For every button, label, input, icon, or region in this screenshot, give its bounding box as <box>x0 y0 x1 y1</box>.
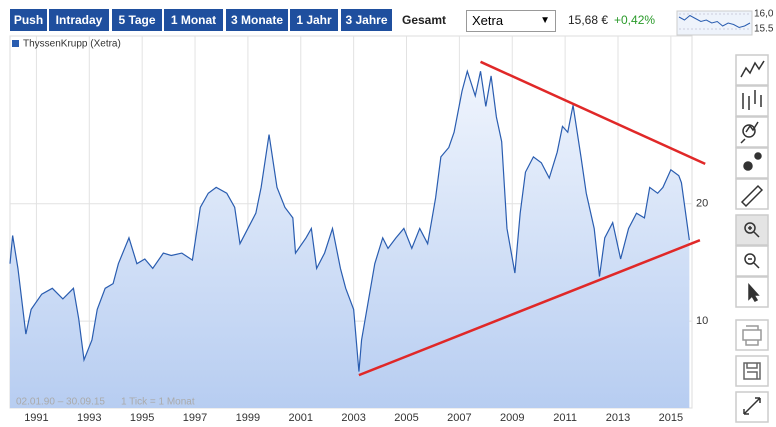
icon <box>742 124 756 138</box>
icon <box>743 161 753 171</box>
icon <box>748 258 760 269</box>
icon <box>743 362 761 380</box>
x-tick-label: 2003 <box>341 412 365 424</box>
tool-fullscreen[interactable] <box>735 391 769 423</box>
tool-zoom-in[interactable] <box>735 214 769 246</box>
range-button[interactable]: 1 Monat <box>164 9 223 31</box>
y-tick-label: 20 <box>696 198 708 210</box>
exchange-select[interactable]: Xetra ▼ <box>466 10 556 32</box>
range-button[interactable]: 5 Tage <box>112 9 162 31</box>
x-tick-label: 2015 <box>659 412 683 424</box>
y-tick-label: 10 <box>696 315 708 327</box>
icon <box>742 90 762 110</box>
range-button[interactable]: 3 Jahre <box>341 9 392 31</box>
legend-swatch <box>12 40 19 47</box>
range-button[interactable]: Intraday <box>49 9 109 31</box>
tool-save[interactable] <box>735 355 769 387</box>
sparkline-line <box>678 14 751 29</box>
icon <box>742 325 762 346</box>
trendline <box>358 239 701 377</box>
sparkline-frame <box>676 10 753 36</box>
icon <box>754 152 762 160</box>
x-tick-label: 1993 <box>77 412 101 424</box>
x-tick-label: 2013 <box>606 412 630 424</box>
icon <box>743 397 761 415</box>
side-toolbar <box>735 54 769 423</box>
price: 15,68 € <box>568 13 609 27</box>
icon <box>740 121 759 144</box>
range-button[interactable]: 3 Monate <box>226 9 288 31</box>
range-note: 02.01.90 – 30.09.15 <box>16 397 105 408</box>
sparkline-tick-label: 16,0 <box>754 9 774 20</box>
x-tick-label: 2011 <box>553 412 577 424</box>
exchange-value: Xetra <box>472 13 504 28</box>
x-tick-label: 1995 <box>130 412 154 424</box>
dropdown-arrow: ▼ <box>540 15 550 26</box>
icon <box>740 60 765 78</box>
icon <box>744 222 756 234</box>
x-tick-label: 2005 <box>394 412 418 424</box>
x-tick-label: 1991 <box>24 412 48 424</box>
x-tick-label: 1997 <box>183 412 207 424</box>
tool-ohlc[interactable] <box>735 85 769 117</box>
tool-zoom-out[interactable] <box>735 245 769 277</box>
tool-line[interactable] <box>735 54 769 86</box>
trendline <box>480 60 706 166</box>
icon <box>740 184 764 208</box>
tool-draw[interactable] <box>735 178 769 210</box>
x-tick-label: 2001 <box>289 412 313 424</box>
sparkline-tick-label: 15.5 <box>754 24 774 35</box>
icon <box>748 283 760 302</box>
tool-settings[interactable] <box>735 147 769 179</box>
x-tick-label: 2007 <box>447 412 471 424</box>
range-button[interactable]: 1 Jahr <box>290 9 338 31</box>
legend-label: ThyssenKrupp (Xetra) <box>23 39 121 50</box>
range-button[interactable]: Gesamt <box>396 9 452 31</box>
range-button[interactable]: Push <box>10 9 47 31</box>
price-line <box>9 69 690 372</box>
icon <box>744 253 756 265</box>
icon <box>748 226 760 238</box>
tick-note: 1 Tick = 1 Monat <box>121 397 195 408</box>
price-change: +0,42% <box>614 13 656 27</box>
x-tick-label: 2009 <box>500 412 524 424</box>
x-tick-label: 1999 <box>236 412 260 424</box>
area-fill <box>10 71 690 408</box>
